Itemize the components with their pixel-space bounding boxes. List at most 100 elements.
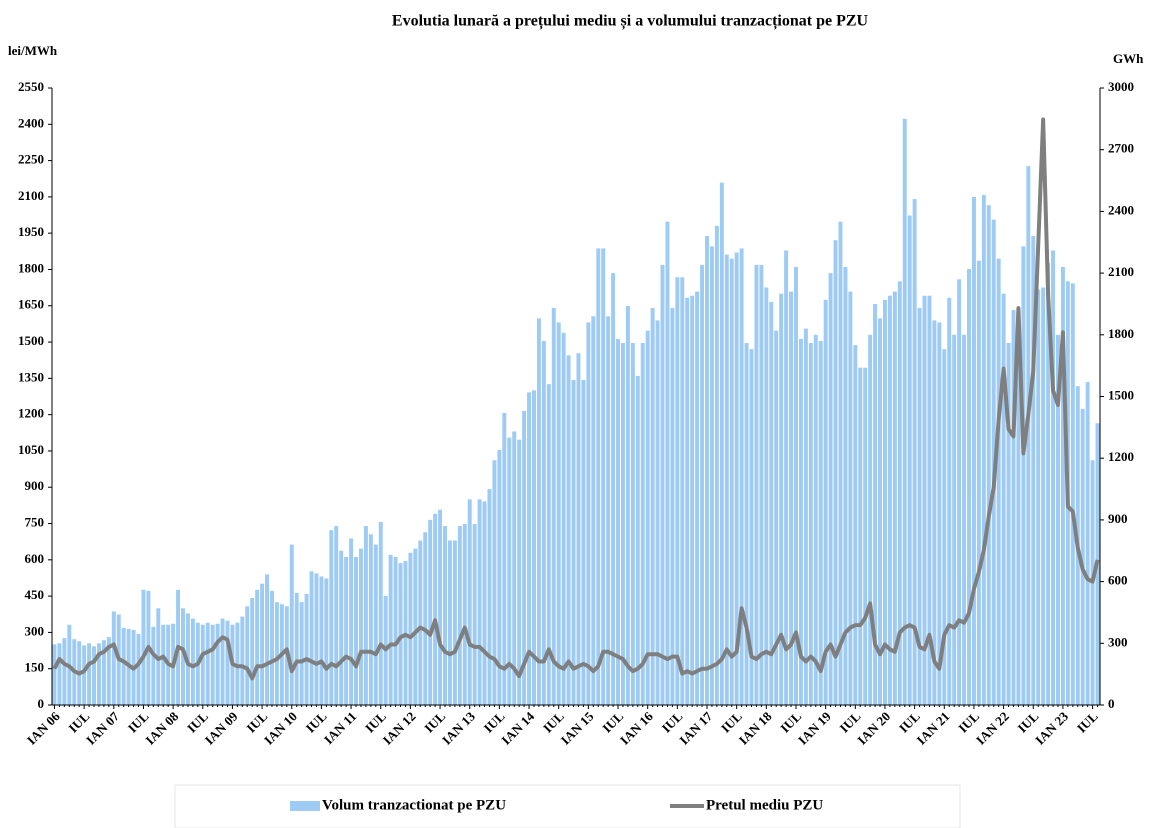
bar [161,624,166,705]
bar [324,578,329,705]
legend-label: Pretul mediu PZU [706,797,823,813]
bar [428,519,433,705]
bar [358,548,363,705]
bar [813,334,818,705]
bar [863,367,868,705]
bar [794,266,798,705]
bar [250,598,255,705]
bar [482,501,487,705]
bar [309,571,314,705]
bar [620,343,625,705]
bar [685,297,690,705]
bar [739,248,744,706]
bar [497,449,502,705]
bar [522,410,527,705]
y-tick-label: 1350 [18,369,44,384]
bar [922,295,927,705]
y2-tick-label: 300 [1108,634,1128,649]
bar [111,611,116,705]
bar [304,593,309,705]
bar [709,246,714,705]
bar [902,118,907,706]
bar [1070,283,1075,705]
y-tick-label: 300 [25,623,45,638]
bar [823,299,828,705]
bar [363,526,368,705]
bar [443,526,447,705]
bar [892,291,897,705]
bar [700,264,705,705]
bar [92,646,97,705]
legend-label: Volum tranzactionat pe PZU [322,797,506,813]
bar [764,287,769,705]
bar [640,343,645,705]
bar [645,330,650,705]
bar [655,320,660,705]
bar [215,623,220,705]
bar [803,328,808,705]
bar [408,552,413,705]
bar [942,349,947,705]
y2-axis-label: GWh [1113,51,1144,66]
bar [96,643,101,705]
bar [774,330,779,705]
bar [858,367,863,705]
bar [205,622,210,705]
bar [344,556,349,705]
bar [378,521,383,705]
bar [423,532,428,705]
y-tick-label: 1950 [18,224,44,239]
bar [462,524,467,705]
bar [976,260,981,705]
bar [398,563,403,705]
bar [917,308,922,705]
y-tick-label: 2100 [18,188,44,203]
bar [62,638,67,705]
y2-tick-label: 1800 [1108,326,1134,341]
bar [986,205,991,706]
legend-swatch [290,801,320,811]
bar [1036,289,1041,705]
y2-tick-label: 600 [1108,573,1128,588]
bar [141,589,146,705]
bar [586,322,591,705]
bar [235,622,240,705]
bar [749,349,754,705]
y-tick-label: 150 [25,660,45,675]
bar [927,295,932,705]
bar [270,590,274,705]
bar [957,279,962,705]
bar [882,299,887,705]
bar [457,526,462,705]
bar [670,308,675,705]
bar [527,392,532,705]
bar [1011,310,1016,705]
bar [566,355,571,705]
bar [601,248,606,706]
bar [181,608,185,705]
bar [690,295,695,705]
bar [57,643,62,705]
bar [502,412,507,705]
bar [452,540,457,705]
bar [274,602,279,705]
bar [517,439,522,705]
y2-tick-label: 3000 [1108,79,1134,94]
bar [532,390,536,705]
y-tick-label: 0 [38,696,45,711]
bar [675,277,680,705]
bar [754,264,759,705]
y-tick-label: 450 [25,587,45,602]
bar [571,380,576,705]
bar [650,308,655,705]
y-tick-label: 900 [25,478,45,493]
bar [354,556,359,705]
bar [719,182,724,705]
bar [1016,312,1021,705]
bar [606,316,611,705]
bar [289,544,294,705]
bar [981,194,986,706]
bar [240,616,245,705]
